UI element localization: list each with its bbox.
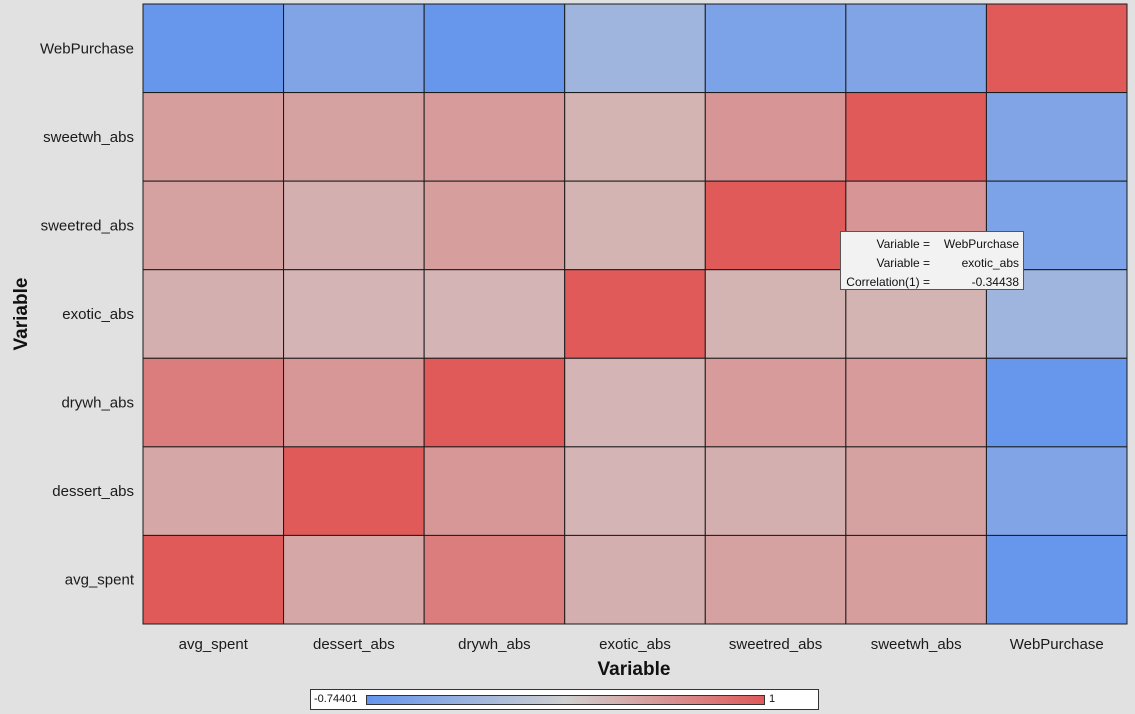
heatmap-cell-sweetwh_abs-drywh_abs[interactable]: [423, 92, 566, 182]
color-legend: -0.74401 1: [310, 689, 819, 710]
heatmap-cell-avg_spent-avg_spent[interactable]: [142, 534, 285, 625]
heatmap-cell-sweetwh_abs-WebPurchase[interactable]: [985, 92, 1128, 182]
heatmap-cell-drywh_abs-sweetred_abs[interactable]: [704, 357, 847, 448]
heatmap-cell-WebPurchase-WebPurchase[interactable]: [985, 3, 1128, 94]
heatmap-cell-exotic_abs-avg_spent[interactable]: [142, 269, 285, 359]
heatmap-cell-dessert_abs-avg_spent[interactable]: [142, 446, 285, 536]
heatmap-cell-drywh_abs-WebPurchase[interactable]: [985, 357, 1128, 448]
x-axis-title: Variable: [598, 659, 671, 680]
heatmap-cell-drywh_abs-dessert_abs[interactable]: [283, 357, 425, 448]
heatmap-cell-sweetwh_abs-dessert_abs[interactable]: [283, 92, 425, 182]
legend-max-label: 1: [769, 693, 776, 705]
heatmap-cell-avg_spent-WebPurchase[interactable]: [985, 534, 1128, 625]
heatmap-cell-dessert_abs-WebPurchase[interactable]: [985, 446, 1128, 536]
y-tick-labels: WebPurchase sweetwh_abs sweetred_absexotic…: [40, 40, 135, 588]
heatmap-cell-WebPurchase-sweetred_abs[interactable]: [704, 3, 847, 94]
tooltip-row-x: Variable = WebPurchase: [845, 235, 1019, 254]
heatmap-cell-WebPurchase-dessert_abs[interactable]: [283, 3, 425, 94]
heatmap-cell-exotic_abs-drywh_abs[interactable]: [423, 269, 566, 359]
heatmap-cell-avg_spent-sweetred_abs[interactable]: [704, 534, 847, 625]
heatmap-cell-sweetred_abs-sweetred_abs[interactable]: [704, 180, 847, 271]
x-tick-label: drywh_abs: [458, 636, 531, 653]
x-tick-label: WebPurchase: [1010, 636, 1104, 653]
heatmap-cell-sweetwh_abs-avg_spent[interactable]: [142, 92, 285, 182]
x-tick-label: sweetred_abs: [729, 636, 822, 653]
heatmap-cell-drywh_abs-avg_spent[interactable]: [142, 357, 285, 448]
tooltip-value: exotic_abs: [961, 256, 1019, 270]
x-tick-labels: avg_spent dessert_abs drywh_abs exotic_abs s…: [179, 636, 1104, 653]
legend-min-label: -0.74401: [314, 693, 358, 705]
heatmap-cell-dessert_abs-dessert_abs[interactable]: [283, 446, 425, 536]
x-tick-label: dessert_abs: [313, 636, 395, 653]
heatmap-cell-avg_spent-dessert_abs[interactable]: [283, 534, 425, 625]
heatmap-cell-avg_spent-sweetwh_abs[interactable]: [845, 534, 987, 625]
y-tick-label: sweetred_abs: [41, 217, 134, 234]
tooltip-key: Variable =: [876, 256, 930, 270]
tooltip-key: Variable =: [876, 237, 930, 251]
heatmap-cell-dessert_abs-sweetwh_abs[interactable]: [845, 446, 987, 536]
heatmap-cell-avg_spent-exotic_abs[interactable]: [564, 534, 706, 625]
heatmap-cell-drywh_abs-sweetwh_abs[interactable]: [845, 357, 987, 448]
heatmap-cell-dessert_abs-exotic_abs[interactable]: [564, 446, 706, 536]
heatmap-cell-sweetred_abs-avg_spent[interactable]: [142, 180, 285, 271]
heatmap-cell-sweetwh_abs-sweetwh_abs[interactable]: [845, 92, 987, 182]
heatmap-cell-exotic_abs-dessert_abs[interactable]: [283, 269, 425, 359]
y-tick-label: sweetwh_abs: [43, 129, 134, 146]
tooltip-row-y: Variable = exotic_abs: [845, 254, 1019, 273]
y-tick-label: exotic_abs: [62, 306, 134, 323]
heatmap-cell-drywh_abs-exotic_abs[interactable]: [564, 357, 706, 448]
y-axis-title: Variable: [11, 278, 32, 351]
heatmap-cell-WebPurchase-avg_spent[interactable]: [142, 3, 285, 94]
heatmap-cell-dessert_abs-drywh_abs[interactable]: [423, 446, 566, 536]
heatmap-cell-exotic_abs-exotic_abs[interactable]: [564, 269, 706, 359]
heatmap-cell-sweetred_abs-dessert_abs[interactable]: [283, 180, 425, 271]
hover-tooltip: Variable = WebPurchase Variable = exotic…: [840, 231, 1024, 290]
heatmap-cell-drywh_abs-drywh_abs[interactable]: [423, 357, 566, 448]
y-tick-label: avg_spent: [65, 572, 135, 589]
tooltip-key: Correlation(1) =: [846, 275, 930, 289]
heatmap-cell-sweetred_abs-exotic_abs[interactable]: [564, 180, 706, 271]
x-tick-label: exotic_abs: [599, 636, 671, 653]
heatmap-cell-avg_spent-drywh_abs[interactable]: [423, 534, 566, 625]
tooltip-value: WebPurchase: [943, 237, 1019, 251]
heatmap-cell-WebPurchase-sweetwh_abs[interactable]: [845, 3, 987, 94]
heatmap-cell-sweetwh_abs-sweetred_abs[interactable]: [704, 92, 847, 182]
tooltip-row-correlation: Correlation(1) = -0.34438: [845, 273, 1019, 292]
heatmap-cell-WebPurchase-drywh_abs[interactable]: [423, 3, 566, 94]
heatmap-cell-exotic_abs-sweetred_abs[interactable]: [704, 269, 847, 359]
tooltip-value: -0.34438: [971, 275, 1019, 289]
x-tick-label: avg_spent: [179, 636, 249, 653]
x-tick-label: sweetwh_abs: [871, 636, 962, 653]
y-tick-label: WebPurchase: [40, 40, 134, 57]
heatmap-cell-sweetwh_abs-exotic_abs[interactable]: [564, 92, 706, 182]
y-tick-label: drywh_abs: [61, 395, 134, 412]
heatmap-cell-dessert_abs-sweetred_abs[interactable]: [704, 446, 847, 536]
y-tick-label: dessert_abs: [52, 483, 134, 500]
heatmap-cells: [142, 3, 1128, 625]
legend-gradient-bar: [366, 695, 765, 705]
heatmap-cell-WebPurchase-exotic_abs[interactable]: [564, 3, 706, 94]
heatmap-cell-sweetred_abs-drywh_abs[interactable]: [423, 180, 566, 271]
